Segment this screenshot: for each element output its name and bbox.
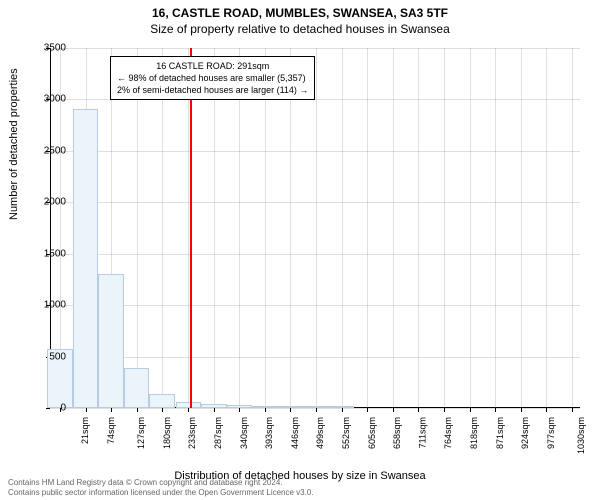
gridline-v [137,48,138,408]
x-tick-label: 233sqm [187,417,197,449]
y-tick-mark [46,408,50,409]
x-tick-mark [162,408,163,412]
histogram-bar [176,402,202,408]
gridline-v [214,48,215,408]
x-tick-mark [418,408,419,412]
gridline-v [239,48,240,408]
x-tick-label: 1030sqm [576,417,586,454]
footer-line2: Contains public sector information licen… [8,488,314,498]
footer: Contains HM Land Registry data © Crown c… [8,478,314,498]
gridline-v [521,48,522,408]
x-tick-mark [188,408,189,412]
histogram-bar [73,109,99,408]
x-tick-mark [367,408,368,412]
histogram-bar [252,406,278,408]
address-title: 16, CASTLE ROAD, MUMBLES, SWANSEA, SA3 5… [0,0,600,20]
histogram-bar [98,274,124,408]
x-tick-mark [290,408,291,412]
x-tick-label: 977sqm [546,417,556,449]
y-tick-label: 1500 [44,248,66,259]
annotation-box: 16 CASTLE ROAD: 291sqm← 98% of detached … [110,56,315,100]
x-tick-label: 393sqm [264,417,274,449]
y-axis-label: Number of detached properties [8,68,20,220]
plot-area: 16 CASTLE ROAD: 291sqm← 98% of detached … [50,48,580,408]
x-tick-label: 287sqm [213,417,223,449]
x-tick-label: 340sqm [239,417,249,449]
histogram-bar [329,406,355,408]
y-tick-label: 500 [49,351,66,362]
y-tick-label: 3500 [44,43,66,54]
x-tick-label: 605sqm [367,417,377,449]
x-tick-mark [214,408,215,412]
y-tick-label: 2000 [44,197,66,208]
gridline-v [188,48,189,408]
x-tick-label: 818sqm [469,417,479,449]
x-tick-mark [342,408,343,412]
gridline-v [495,48,496,408]
x-tick-mark [572,408,573,412]
footer-line1: Contains HM Land Registry data © Crown c… [8,478,314,488]
x-tick-label: 180sqm [162,417,172,449]
x-tick-mark [86,408,87,412]
x-tick-label: 871sqm [495,417,505,449]
x-tick-label: 446sqm [290,417,300,449]
x-tick-label: 74sqm [106,417,116,444]
x-tick-label: 764sqm [443,417,453,449]
x-tick-label: 127sqm [136,417,146,449]
y-tick-label: 2500 [44,145,66,156]
gridline-v [393,48,394,408]
gridline-v [367,48,368,408]
histogram-bar [124,368,150,408]
x-tick-label: 21sqm [80,417,90,444]
gridline-v [290,48,291,408]
gridline-v [572,48,573,408]
x-tick-label: 499sqm [315,417,325,449]
y-tick-label: 3000 [44,94,66,105]
histogram-bar [201,404,227,408]
x-tick-mark [470,408,471,412]
x-tick-mark [316,408,317,412]
gridline-v [316,48,317,408]
gridline-v [418,48,419,408]
histogram-bar [227,405,253,408]
x-tick-mark [265,408,266,412]
gridline-v [470,48,471,408]
x-tick-label: 711sqm [417,417,427,448]
annotation-line3: 2% of semi-detached houses are larger (1… [117,84,308,96]
gridline-v [265,48,266,408]
y-tick-label: 1000 [44,300,66,311]
gridline-v [546,48,547,408]
x-tick-label: 924sqm [520,417,530,449]
gridline-v [444,48,445,408]
histogram-bar [303,406,329,408]
chart-area: 16 CASTLE ROAD: 291sqm← 98% of detached … [50,48,580,408]
y-tick-label: 0 [60,403,66,414]
x-tick-mark [521,408,522,412]
marker-line [190,48,192,408]
x-tick-mark [137,408,138,412]
histogram-bar [149,394,175,408]
x-tick-label: 552sqm [341,417,351,449]
x-tick-mark [444,408,445,412]
x-tick-label: 658sqm [392,417,402,449]
x-tick-mark [111,408,112,412]
annotation-line2: ← 98% of detached houses are smaller (5,… [117,72,308,84]
subtitle: Size of property relative to detached ho… [0,20,600,36]
gridline-v [162,48,163,408]
x-tick-mark [546,408,547,412]
histogram-bar [278,406,304,408]
x-tick-mark [239,408,240,412]
gridline-v [342,48,343,408]
annotation-line1: 16 CASTLE ROAD: 291sqm [117,60,308,72]
x-tick-mark [393,408,394,412]
x-tick-mark [495,408,496,412]
